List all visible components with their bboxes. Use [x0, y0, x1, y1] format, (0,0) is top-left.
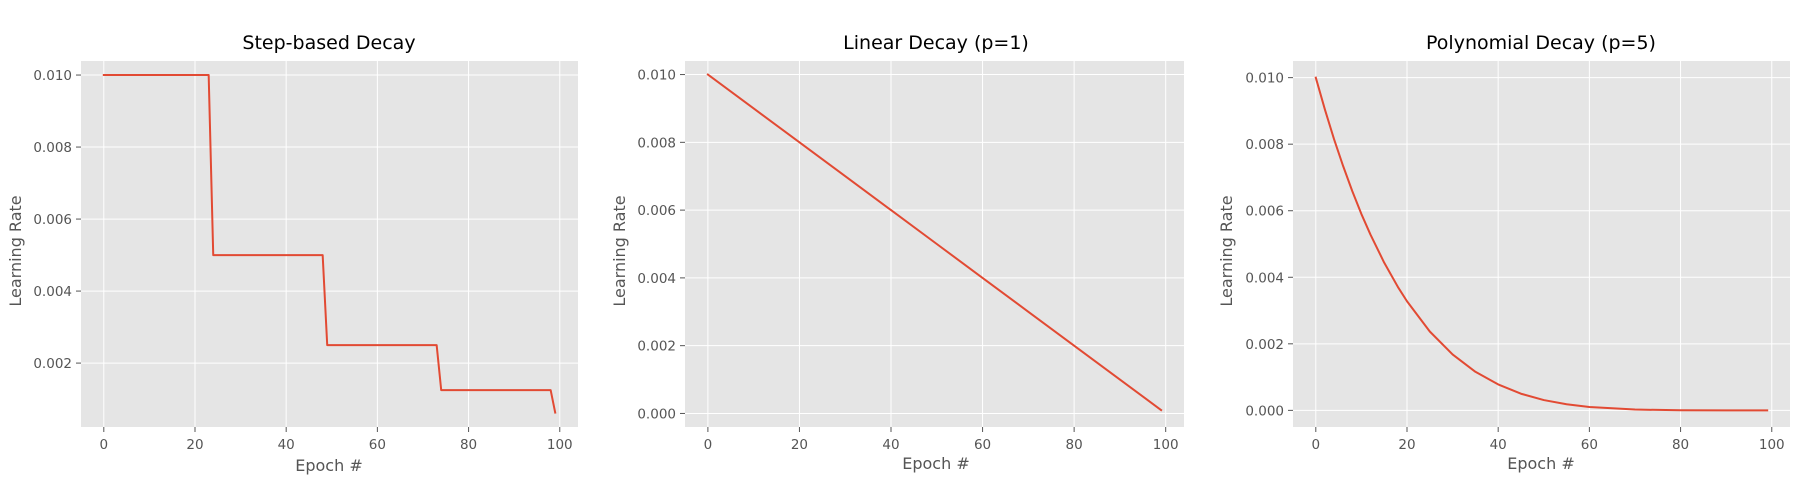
- y-tick-label: 0.008: [1245, 137, 1284, 153]
- y-tick-label: 0.006: [1245, 204, 1284, 220]
- x-tick-label: 80: [1066, 437, 1083, 453]
- x-tick-label: 60: [1581, 437, 1598, 453]
- x-axis-label: Epoch #: [1507, 454, 1574, 473]
- x-axis-label: Epoch #: [295, 456, 362, 475]
- learning-rate-line: [102, 74, 557, 414]
- axes-background: [1293, 61, 1790, 427]
- x-tick-label: 100: [547, 437, 573, 453]
- y-tick-label: 0.008: [33, 140, 72, 156]
- learning-rate-line: [706, 73, 1163, 412]
- y-tick-label: 0.010: [33, 68, 72, 84]
- step-decay-panel: 0 20 40 60 80 100 0.002 0.004 0.006 0.008 0.010 St…: [6, 32, 578, 475]
- y-tick-label: 0.002: [637, 339, 676, 355]
- y-tick-label: 0.002: [33, 356, 72, 372]
- x-tick-label: 60: [974, 437, 991, 453]
- y-tick-label: 0.010: [1245, 71, 1284, 87]
- panel-title: Linear Decay (p=1): [843, 32, 1029, 54]
- plot-area: 0 20 40 60 80 100 0.000 0.002 0.004 0.006 0.008 0.0…: [1245, 61, 1790, 453]
- panel-title: Step-based Decay: [242, 32, 415, 54]
- y-axis-label: Learning Rate: [610, 195, 629, 306]
- linear-decay-panel: 0 20 40 60 80 100 0.000 0.002 0.004 0.006 0.008 0.0…: [610, 32, 1184, 473]
- y-tick-label: 0.006: [33, 212, 72, 228]
- y-tick-label: 0.004: [1245, 270, 1284, 286]
- x-tick-label: 100: [1759, 437, 1785, 453]
- y-tick-label: 0.008: [637, 135, 676, 151]
- y-tick-label: 0.006: [637, 203, 676, 219]
- x-tick-label: 0: [704, 437, 713, 453]
- x-tick-label: 40: [278, 437, 295, 453]
- y-tick-label: 0.000: [1245, 403, 1284, 419]
- x-tick-label: 0: [1312, 437, 1321, 453]
- x-tick-label: 60: [369, 437, 386, 453]
- y-tick-label: 0.004: [637, 271, 676, 287]
- x-tick-label: 20: [186, 437, 203, 453]
- x-tick-label: 80: [460, 437, 477, 453]
- x-tick-label: 40: [882, 437, 899, 453]
- y-axis-label: Learning Rate: [6, 195, 25, 306]
- x-tick-label: 20: [791, 437, 808, 453]
- y-axis-label: Learning Rate: [1217, 195, 1236, 306]
- x-tick-label: 100: [1153, 437, 1179, 453]
- x-tick-label: 40: [1490, 437, 1507, 453]
- axes-background: [81, 61, 578, 427]
- y-tick-label: 0.002: [1245, 337, 1284, 353]
- plot-area: 0 20 40 60 80 100 0.000 0.002 0.004 0.006 0.008 0.0…: [637, 61, 1184, 453]
- plot-area: 0 20 40 60 80 100 0.002 0.004 0.006 0.008 0.010: [33, 61, 578, 453]
- polynomial-decay-panel: 0 20 40 60 80 100 0.000 0.002 0.004 0.006 0.008 0.0…: [1217, 32, 1790, 473]
- y-tick-label: 0.004: [33, 284, 72, 300]
- panel-title: Polynomial Decay (p=5): [1426, 32, 1656, 54]
- y-tick-label: 0.010: [637, 68, 676, 84]
- y-tick-label: 0.000: [637, 406, 676, 422]
- learning-rate-line: [1314, 76, 1769, 412]
- x-tick-label: 20: [1398, 437, 1415, 453]
- x-tick-label: 0: [100, 437, 109, 453]
- x-axis-label: Epoch #: [902, 454, 969, 473]
- x-tick-label: 80: [1672, 437, 1689, 453]
